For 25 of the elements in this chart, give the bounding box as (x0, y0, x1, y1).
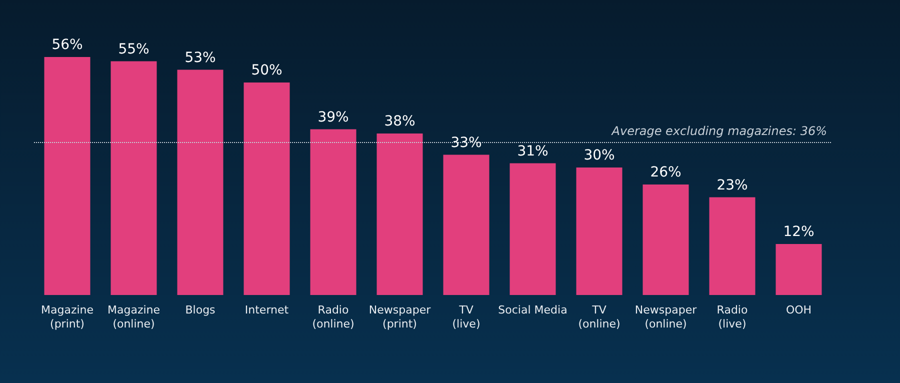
data-label: 12% (783, 224, 814, 240)
x-tick-label: Social Media (498, 304, 568, 316)
x-tick-label: TV (online) (578, 304, 620, 330)
x-tick-label: Magazine (online) (107, 304, 160, 330)
data-label: 53% (184, 50, 216, 66)
x-tick-label: Magazine (print) (40, 304, 94, 330)
x-tick-label: TV (live) (452, 304, 480, 330)
data-label: 50% (251, 62, 282, 78)
data-label: 23% (716, 177, 748, 194)
x-tick-label: OOH (786, 304, 812, 316)
data-label: 33% (450, 134, 482, 151)
x-tick-label: Newspaper (print) (368, 304, 432, 330)
x-tick-label: Newspaper (online) (634, 304, 698, 330)
data-label: 55% (118, 41, 150, 58)
x-tick-label: Internet (244, 304, 290, 316)
data-label: 31% (517, 143, 548, 160)
data-label: 39% (318, 109, 349, 126)
x-tick-label: Radio (live) (716, 304, 748, 330)
data-label: 38% (384, 114, 416, 130)
data-label: 26% (650, 164, 682, 180)
data-label: 56% (52, 37, 83, 53)
ref-line-label: Average excluding magazines: 36% (610, 124, 827, 138)
data-label: 30% (584, 148, 615, 164)
x-tick-label: Blogs (185, 304, 216, 316)
x-tick-label: Radio (online) (312, 304, 354, 330)
